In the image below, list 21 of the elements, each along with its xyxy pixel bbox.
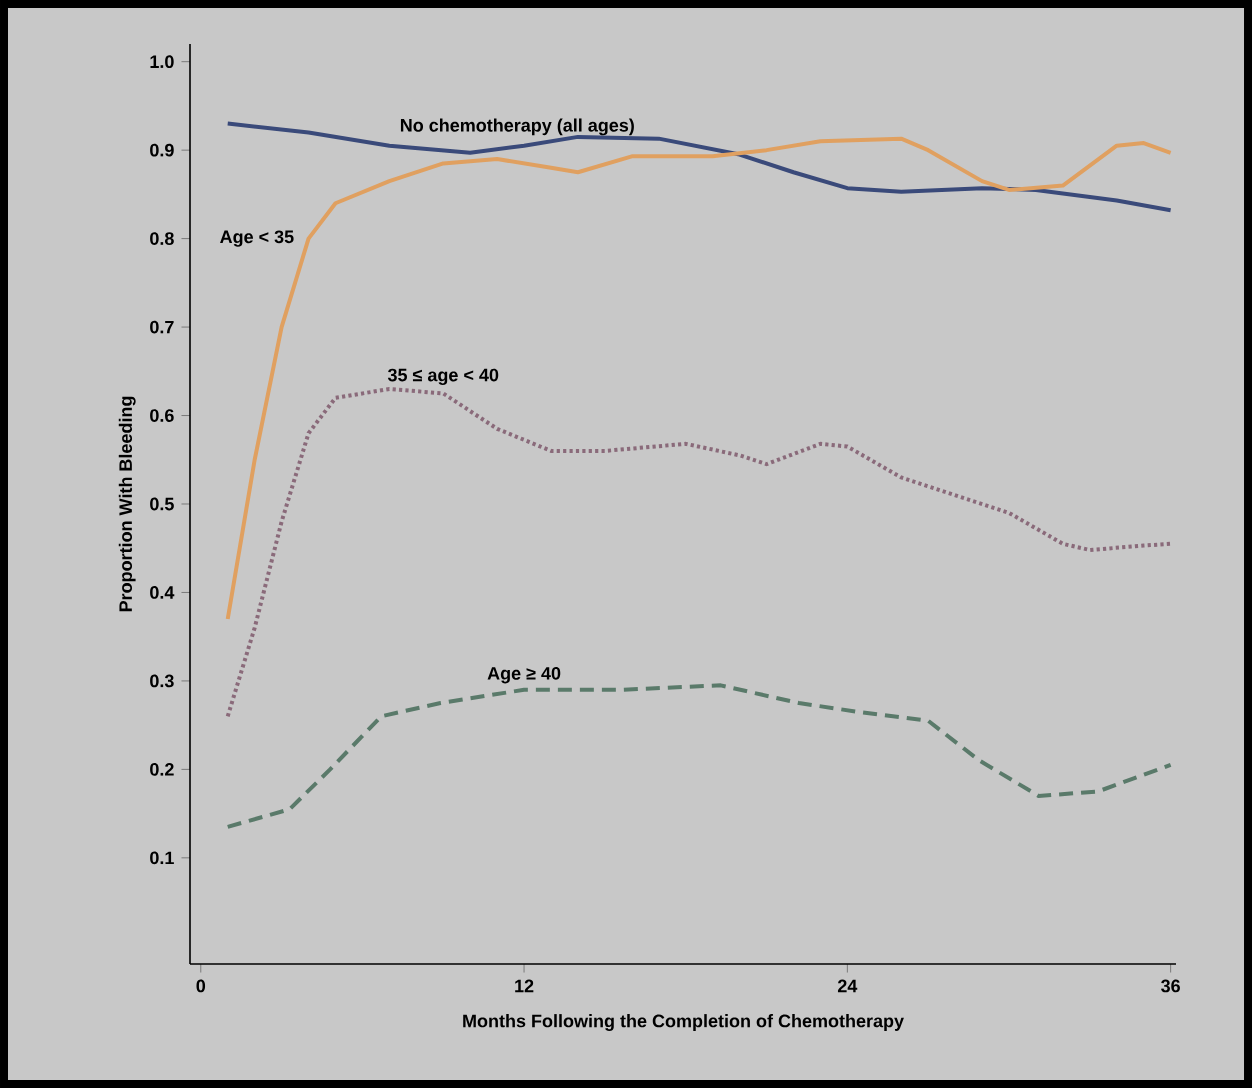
x-tick-label: 36 (1161, 979, 1180, 993)
y-tick-label: 0.6 (150, 409, 174, 422)
series-label: No chemotherapy (all ages) (400, 118, 634, 136)
y-tick-label: 0.5 (150, 497, 174, 511)
y-tick-label: 0.8 (150, 232, 174, 245)
y-tick-label: 0.1 (150, 851, 174, 865)
y-tick-label: 0.4 (150, 586, 175, 599)
y-tick-label: 1.0 (150, 55, 174, 69)
y-tick-label: 0.7 (150, 320, 174, 334)
series-label: Age ≥ 40 (487, 666, 561, 684)
line-series (225, 683, 1173, 829)
y-tick-label: 0.9 (150, 143, 174, 157)
x-tick-label: 24 (837, 979, 858, 993)
series-label: 35 ≤ age < 40 (387, 368, 499, 386)
x-tick-label: 12 (515, 979, 534, 993)
series-label: Age < 35 (220, 230, 294, 247)
x-tick-label: 0 (196, 979, 206, 993)
y-tick-label: 0.2 (150, 763, 174, 776)
y-axis-title: Proportion With Bleeding (118, 396, 136, 612)
x-axis-title: Months Following the Completion of Chemotherapy (463, 1014, 904, 1031)
y-tick-label: 0.3 (150, 674, 174, 688)
